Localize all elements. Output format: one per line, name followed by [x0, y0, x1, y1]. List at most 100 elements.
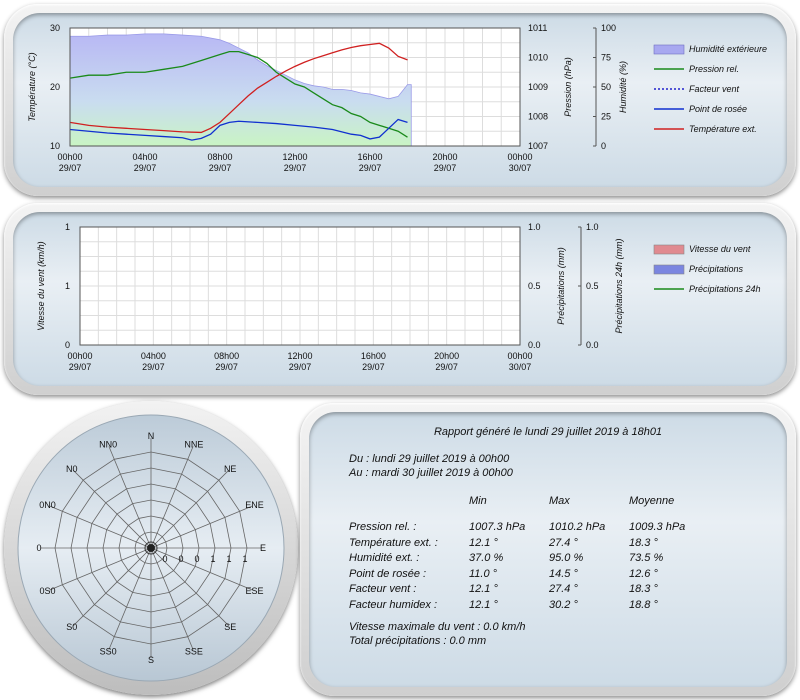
x-tick-date: 30/07	[509, 362, 532, 372]
weather-chart: 30 20 10 Température (°C) 1011 1010 1009 1008 10…	[27, 23, 767, 173]
y-tick-pression: 1009	[528, 82, 548, 92]
x-tick-time: 12h00	[287, 351, 312, 361]
report-from: Du : lundi 29 juillet 2019 à 00h00	[349, 453, 510, 465]
y-axis-label-pression: Pression (hPa)	[563, 57, 573, 117]
y-tick-precipitations-24h: 0.5	[586, 281, 599, 291]
y-axis-label-precipitations-24h: Précipitations 24h (mm)	[614, 238, 624, 333]
wind-rose-direction-label: N0	[66, 464, 78, 474]
wind-precip-chart-panel: 1 1 0 Vitesse du vent (km/h) 1.0 0.5 0.0 Précip…	[4, 203, 796, 395]
legend-swatch	[653, 244, 685, 255]
report-row-min: 12.1 °	[469, 583, 498, 596]
wind-rose-spoke	[150, 547, 253, 591]
legend-label: Précipitations 24h	[689, 284, 761, 294]
report-inner: Rapport généré le lundi 29 juillet 2019 …	[309, 412, 787, 687]
report-row-avg: 18.3 °	[629, 583, 658, 596]
wind-rose-spoke	[108, 547, 152, 650]
legend-label: Humidité extérieure	[689, 44, 767, 54]
wind-rose-direction-label: SSE	[185, 646, 203, 656]
legend-label: Température ext.	[689, 124, 757, 134]
wind-rose-direction-label: ESE	[245, 586, 263, 596]
series-point-de-rosee	[69, 118, 408, 141]
x-tick-time: 00h00	[57, 152, 82, 162]
x-tick-time: 16h00	[361, 351, 386, 361]
wind-rose-direction-label: SE	[224, 622, 236, 632]
wind-rose-direction-label: E	[260, 543, 266, 553]
y-axis-label-precipitations: Précipitations (mm)	[556, 247, 566, 325]
report-row-max: 1010.2 hPa	[549, 521, 606, 533]
x-tick-date: 29/07	[69, 362, 92, 372]
series-humidite-exterieure	[69, 33, 412, 147]
x-tick-time: 20h00	[432, 152, 457, 162]
x-tick-time: 20h00	[434, 351, 459, 361]
wind-rose-direction-label: S0	[66, 622, 77, 632]
report-row-min: 12.1 °	[469, 536, 498, 549]
wind-rose-spoke	[72, 469, 152, 549]
report-header-avg: Moyenne	[629, 495, 675, 507]
x-tick-date: 29/07	[434, 163, 457, 173]
report-header-min: Min	[469, 495, 487, 507]
x-tick-time: 12h00	[282, 152, 307, 162]
report-wind-max: Vitesse maximale du vent : 0.0 km/h	[349, 621, 526, 633]
legend-swatch	[653, 44, 685, 55]
wind-rose-direction-label: SS0	[100, 646, 117, 656]
report-row-label: Pression rel. :	[349, 521, 417, 533]
wind-rose-direction-label: ENE	[245, 500, 264, 510]
y-axis-label-temperature: Température (°C)	[27, 52, 37, 121]
y-tick-precipitations-24h: 0.0	[586, 340, 599, 350]
report-panel: Rapport généré le lundi 29 juillet 2019 …	[300, 403, 796, 696]
report-total-precip: Total précipitations : 0.0 mm	[349, 635, 487, 647]
report-row-max: 14.5 °	[549, 567, 578, 580]
wind-rose-direction-label: NN0	[99, 440, 117, 450]
report-row-avg: 73.5 %	[629, 552, 664, 565]
wind-rose-spoke	[72, 547, 152, 627]
x-tick-date: 29/07	[284, 163, 307, 173]
wind-rose-radial-label: 1	[210, 554, 215, 564]
plot-border	[79, 226, 521, 346]
weather-chart-inner: 30 20 10 Température (°C) 1011 1010 1009 1008 10…	[13, 13, 787, 187]
x-tick-time: 08h00	[207, 152, 232, 162]
wind-rose-spoke	[49, 505, 152, 549]
wind-rose-radial-label: 0	[162, 554, 167, 564]
report-row-max: 27.4 °	[549, 536, 578, 549]
y-tick-pression: 1008	[528, 112, 548, 122]
x-tick-time: 00h00	[507, 152, 532, 162]
y-tick-precipitations-24h: 1.0	[586, 222, 599, 232]
y-tick-temperature: 20	[50, 82, 60, 92]
report-row-max: 95.0 %	[549, 552, 584, 565]
x-tick-date: 29/07	[215, 362, 238, 372]
plot-border	[69, 27, 521, 147]
x-tick-time: 08h00	[214, 351, 239, 361]
wind-rose-spoke	[150, 547, 230, 627]
y-tick-precipitations: 1.0	[528, 222, 541, 232]
x-tick-time: 04h00	[132, 152, 157, 162]
x-tick-date: 29/07	[359, 163, 382, 173]
wind-rose-direction-label: 0N0	[39, 500, 56, 510]
legend-label: Point de rosée	[689, 104, 747, 114]
report-title: Rapport généré le lundi 29 juillet 2019 …	[433, 426, 663, 438]
x-tick-time: 16h00	[357, 152, 382, 162]
wind-rose-spoke	[150, 547, 194, 650]
legend-label: Pression rel.	[689, 64, 739, 74]
wind-rose-center	[147, 544, 155, 552]
wind-rose-spoke	[150, 505, 253, 549]
report-row-label: Humidité ext. :	[349, 552, 420, 565]
report-row-min: 11.0 °	[469, 567, 498, 580]
wind-rose-direction-label: S	[148, 655, 154, 665]
y-tick-vent: 1	[65, 281, 70, 291]
wind-rose-spoke	[108, 446, 152, 549]
report-header-max: Max	[549, 495, 570, 507]
y-tick-humidite: 100	[601, 23, 616, 33]
x-tick-date: 29/07	[435, 362, 458, 372]
wind-precip-chart-inner: 1 1 0 Vitesse du vent (km/h) 1.0 0.5 0.0 Précip…	[13, 212, 787, 386]
report-row-avg: 1009.3 hPa	[629, 521, 686, 533]
wind-rose-radial-label: 1	[242, 554, 247, 564]
y-tick-temperature: 10	[50, 141, 60, 151]
legend-label: Facteur vent	[689, 84, 740, 94]
y-tick-temperature: 30	[50, 23, 60, 33]
report-row-min: 37.0 %	[469, 552, 504, 565]
weather-chart-panel: 30 20 10 Température (°C) 1011 1010 1009 1008 10…	[4, 4, 796, 196]
wind-rose-direction-label: NNE	[184, 440, 203, 450]
wind-rose-radial-label: 0	[194, 554, 199, 564]
y-tick-humidite: 0	[601, 141, 606, 151]
report-row-max: 27.4 °	[549, 583, 578, 596]
